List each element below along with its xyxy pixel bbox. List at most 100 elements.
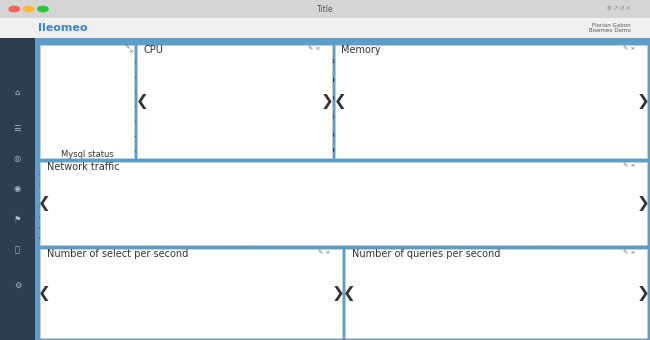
Bar bbox=[601, 324, 602, 331]
Bar bbox=[567, 328, 569, 331]
Bar bbox=[564, 326, 566, 331]
Text: ❮: ❮ bbox=[343, 286, 356, 301]
Bar bbox=[173, 329, 175, 331]
Bar bbox=[507, 262, 509, 331]
Bar bbox=[184, 329, 186, 331]
Bar bbox=[222, 329, 224, 331]
Bar bbox=[239, 325, 240, 331]
Bar bbox=[292, 329, 294, 331]
Bar bbox=[230, 321, 232, 331]
Bar bbox=[604, 330, 606, 331]
Text: ⚙: ⚙ bbox=[14, 281, 21, 290]
Bar bbox=[250, 326, 252, 331]
Bar bbox=[590, 330, 591, 331]
Bar bbox=[234, 329, 236, 331]
Text: ✎ ×: ✎ × bbox=[308, 46, 320, 51]
Bar bbox=[248, 322, 250, 331]
Bar bbox=[172, 289, 174, 331]
Bar bbox=[593, 327, 595, 331]
Bar bbox=[528, 330, 530, 331]
Bar bbox=[231, 328, 233, 331]
Bar bbox=[520, 328, 521, 331]
Bar bbox=[517, 329, 519, 331]
Bar bbox=[266, 329, 268, 331]
Bar bbox=[211, 326, 213, 331]
Bar bbox=[170, 327, 172, 331]
Bar bbox=[595, 326, 597, 331]
Bar bbox=[486, 328, 488, 331]
Bar bbox=[549, 327, 551, 331]
Bar bbox=[476, 323, 478, 331]
Bar bbox=[287, 264, 289, 331]
Bar bbox=[526, 326, 528, 331]
Text: ❯: ❯ bbox=[636, 196, 649, 211]
Bar bbox=[596, 329, 598, 331]
Bar bbox=[578, 326, 580, 331]
Bar bbox=[183, 268, 185, 331]
Bar bbox=[224, 330, 226, 331]
Bar bbox=[269, 325, 271, 331]
Text: ❯: ❯ bbox=[332, 286, 344, 301]
Bar bbox=[535, 326, 537, 331]
Text: ❮: ❮ bbox=[136, 94, 149, 109]
Bar bbox=[226, 326, 228, 331]
Text: Number of select per second: Number of select per second bbox=[47, 249, 188, 259]
Bar bbox=[247, 329, 248, 331]
Bar bbox=[575, 330, 577, 331]
Bar bbox=[482, 324, 484, 331]
Bar bbox=[207, 323, 208, 331]
Bar bbox=[515, 330, 517, 331]
Legend: octets in, octets tx: octets in, octets tx bbox=[551, 173, 637, 180]
Bar bbox=[496, 327, 498, 331]
Bar bbox=[479, 329, 481, 331]
Bar bbox=[181, 328, 183, 331]
Bar bbox=[251, 329, 253, 331]
Bar bbox=[559, 330, 560, 331]
Text: Memory: Memory bbox=[341, 45, 381, 55]
Text: Florian Gabon
Bisemeo Demo: Florian Gabon Bisemeo Demo bbox=[589, 22, 630, 33]
Bar bbox=[289, 328, 291, 331]
Bar bbox=[532, 328, 534, 331]
Bar bbox=[278, 327, 279, 331]
Text: ❮: ❮ bbox=[38, 286, 51, 301]
Bar bbox=[554, 329, 556, 331]
Legend: queries: queries bbox=[599, 260, 637, 266]
Bar bbox=[612, 328, 613, 331]
Bar bbox=[290, 324, 292, 331]
Bar bbox=[563, 325, 565, 331]
Bar bbox=[180, 278, 182, 331]
Text: ◎: ◎ bbox=[14, 154, 21, 163]
Bar bbox=[506, 329, 508, 331]
Bar bbox=[259, 330, 261, 331]
Bar bbox=[530, 329, 531, 331]
Bar bbox=[229, 324, 230, 331]
Text: ❮: ❮ bbox=[333, 94, 346, 109]
Bar bbox=[270, 330, 272, 331]
Bar bbox=[177, 272, 179, 331]
Bar bbox=[281, 330, 283, 331]
Text: ×: × bbox=[128, 49, 133, 54]
Bar bbox=[584, 330, 586, 331]
Bar bbox=[524, 304, 526, 331]
Bar bbox=[200, 330, 201, 331]
Bar bbox=[285, 328, 286, 331]
Bar bbox=[569, 327, 570, 331]
Bar bbox=[268, 320, 269, 331]
Bar bbox=[227, 325, 229, 331]
Text: ❯: ❯ bbox=[636, 286, 649, 301]
Bar bbox=[302, 329, 304, 331]
Bar bbox=[499, 316, 500, 331]
Bar bbox=[580, 324, 581, 331]
Bar bbox=[585, 328, 587, 331]
Bar bbox=[275, 327, 276, 331]
Bar bbox=[609, 329, 610, 331]
Bar bbox=[198, 325, 200, 331]
Bar bbox=[489, 329, 491, 331]
Bar bbox=[188, 322, 190, 331]
Bar bbox=[246, 329, 247, 331]
Text: ✎: ✎ bbox=[124, 46, 129, 50]
Bar bbox=[265, 327, 266, 331]
Bar bbox=[294, 328, 296, 331]
Bar bbox=[176, 315, 177, 331]
Bar bbox=[541, 329, 542, 331]
